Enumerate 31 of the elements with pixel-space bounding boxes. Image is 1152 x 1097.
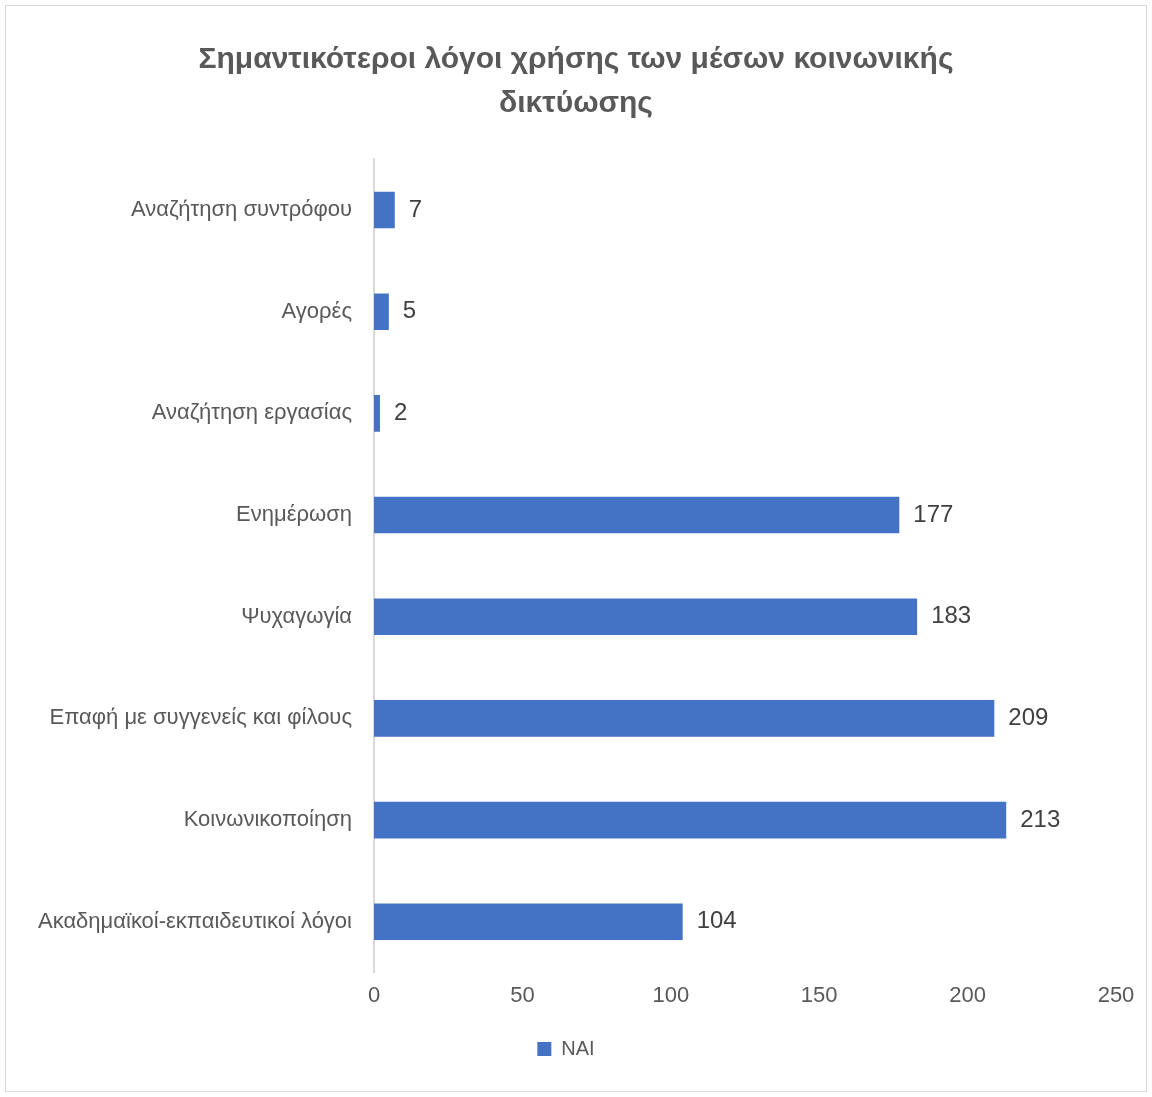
x-tick-label: 50 — [510, 981, 535, 1007]
bar — [374, 801, 1007, 839]
y-tick-label: Επαφή με συγγενείς και φίλους — [49, 704, 352, 730]
data-label: 2 — [393, 398, 408, 426]
y-tick-label: Ψυχαγωγία — [241, 602, 353, 628]
x-tick-label: 150 — [800, 981, 838, 1007]
y-tick-label: Αναζήτηση εργασίας — [151, 399, 352, 425]
bar — [374, 700, 995, 737]
data-label: 183 — [931, 601, 972, 629]
bar — [374, 496, 900, 534]
y-tick-label: Ακαδημαϊκοί-εκπαιδευτικοί λόγοι — [37, 907, 353, 933]
y-tick-label: Ενημέρωση — [236, 501, 352, 527]
bar — [374, 598, 918, 636]
bar — [374, 191, 395, 229]
data-label: 5 — [402, 296, 417, 324]
data-label: 213 — [1020, 804, 1061, 832]
x-tick-label: 0 — [367, 981, 381, 1007]
x-tick-label: 100 — [652, 981, 690, 1007]
y-tick-label: Αναζήτηση συντρόφου — [131, 196, 352, 222]
legend-label: ΝΑΙ — [561, 1036, 595, 1059]
x-tick-label: 200 — [949, 981, 986, 1007]
data-label: 104 — [696, 906, 737, 934]
data-label: 177 — [913, 499, 954, 527]
x-tick-label: 250 — [1097, 981, 1135, 1007]
data-label: 209 — [1008, 703, 1049, 731]
y-tick-label: Κοινωνικοποίηση — [183, 806, 352, 832]
bar — [374, 293, 389, 331]
data-label: 7 — [408, 194, 423, 222]
chart-title: Σημαντικότεροι λόγοι χρήσης των μέσων κοινωνικής δικτύωσης — [197, 40, 955, 120]
bar — [374, 903, 683, 941]
y-tick-label: Αγορές — [281, 297, 352, 323]
